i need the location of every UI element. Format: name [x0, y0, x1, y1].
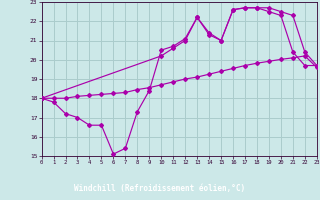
Text: Windchill (Refroidissement éolien,°C): Windchill (Refroidissement éolien,°C)	[75, 184, 245, 193]
